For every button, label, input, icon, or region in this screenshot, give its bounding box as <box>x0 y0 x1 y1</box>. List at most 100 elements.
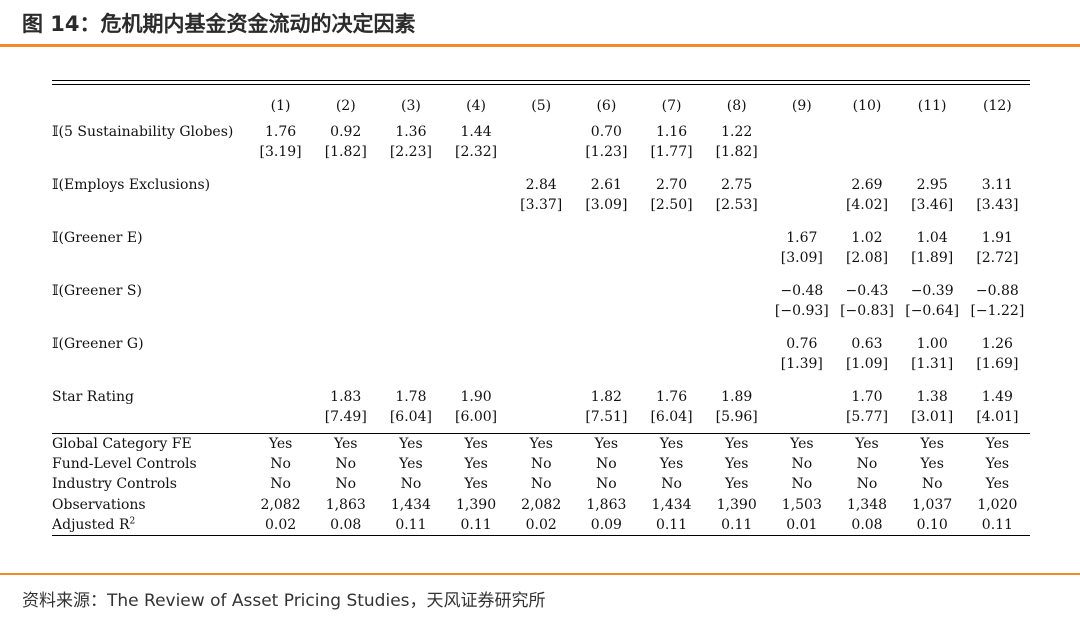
coefficient-cell: 1.82 <box>590 389 622 405</box>
coefficient-cell <box>574 228 639 248</box>
control-value-cell: No <box>335 456 357 473</box>
coefficient-cell: 1.04 <box>916 230 948 246</box>
coefficient-cell: 2.75 <box>721 177 753 193</box>
control-value-cell: Yes <box>268 436 293 452</box>
coefficient-cell: 0.92 <box>330 124 362 140</box>
control-value-cell: No <box>530 456 552 473</box>
tstat-row: [1.39] [1.09] [1.31] [1.69] <box>52 354 1030 387</box>
tstat-cell: [3.43] <box>976 197 1019 213</box>
coefficient-cell: 0.70 <box>590 124 622 140</box>
variable-label: 𝕀(5 Sustainability Globes) <box>52 124 234 140</box>
tstat-cell <box>248 354 313 387</box>
control-value-cell: No <box>856 476 878 493</box>
table-bottom-rule <box>52 535 1030 537</box>
control-value-cell: Yes <box>985 436 1010 452</box>
control-value-cell: 1,348 <box>846 496 888 513</box>
column-header: (1) <box>270 97 291 114</box>
coefficient-cell <box>965 122 1030 142</box>
control-value-cell: Yes <box>985 476 1010 493</box>
tstat-cell: [2.72] <box>976 250 1019 266</box>
control-value-cell: 1,503 <box>781 496 822 513</box>
coefficient-cell <box>704 281 769 301</box>
column-header: (12) <box>982 97 1012 114</box>
tstat-cell <box>378 195 443 228</box>
control-value-cell: 0.08 <box>330 516 362 533</box>
coefficient-cell: 1.67 <box>786 230 818 246</box>
tstat-cell <box>313 248 378 281</box>
variable-label: 𝕀(Employs Exclusions) <box>52 177 211 193</box>
tstat-cell: [−1.22] <box>970 303 1025 319</box>
coefficient-cell: 1.83 <box>330 389 362 405</box>
control-row: Adjusted R2 0.02 0.08 0.11 0.11 0.02 0.09 0.11 0… <box>52 515 1030 535</box>
tstat-cell <box>639 301 704 334</box>
regression-table-grid: (1) (2) (3) (4) (5) (6) (7) (8) (9) (10) (11) (12) 𝕀… <box>52 85 1030 535</box>
control-value-cell: Yes <box>724 436 749 452</box>
control-value-cell: 0.02 <box>265 516 297 533</box>
control-value-cell: No <box>400 476 422 493</box>
tstat-cell <box>443 301 508 334</box>
coefficient-cell <box>248 281 313 301</box>
coefficient-cell: 1.44 <box>460 124 492 140</box>
coefficient-cell <box>834 122 899 142</box>
control-label-text: Fund-Level Controls <box>52 456 197 473</box>
tstat-cell: [2.23] <box>389 144 432 160</box>
tstat-cell <box>574 354 639 387</box>
coefficient-cell <box>313 175 378 195</box>
tstat-cell <box>443 248 508 281</box>
control-value-cell: Yes <box>464 456 488 473</box>
tstat-label-blank <box>52 142 248 175</box>
coefficient-row: 𝕀(Greener S) −0.48 −0.43 −0.39 −0.88 <box>52 281 1030 301</box>
control-value-cell: Yes <box>659 436 684 452</box>
control-row: Observations 2,082 1,863 1,434 1,390 2,082 1,8… <box>52 495 1030 515</box>
coefficient-cell: 1.38 <box>916 389 948 405</box>
table-top-rule-second <box>52 84 1030 85</box>
tstat-label-blank <box>52 248 248 281</box>
control-value-cell: 0.10 <box>916 516 948 533</box>
separator-row <box>52 433 1030 434</box>
coefficient-cell <box>509 122 574 142</box>
control-value-cell: 1,434 <box>390 496 431 513</box>
tstat-cell <box>639 354 704 387</box>
coefficient-cell: 2.95 <box>916 177 948 193</box>
tstat-cell <box>248 407 313 433</box>
coefficient-cell: 1.89 <box>721 389 753 405</box>
tstat-cell <box>509 142 574 175</box>
source-note: 资料来源：The Review of Asset Pricing Studies… <box>22 591 546 611</box>
coefficient-cell <box>769 175 834 195</box>
control-value-cell: No <box>596 456 617 473</box>
tstat-cell: [1.39] <box>780 356 823 372</box>
control-value-cell: No <box>270 456 291 473</box>
tstat-cell: [6.00] <box>455 409 498 425</box>
column-header: (3) <box>400 97 421 114</box>
control-value-cell: 1,863 <box>586 496 627 513</box>
tstat-cell: [2.50] <box>650 197 693 213</box>
coefficient-cell: 0.63 <box>851 336 883 352</box>
coefficient-row: 𝕀(Employs Exclusions) 2.84 2.61 2.70 2.75 2.6… <box>52 175 1030 195</box>
variable-label: 𝕀(Greener E) <box>52 230 143 246</box>
control-value-cell: 1,434 <box>651 496 692 513</box>
tstat-cell <box>574 301 639 334</box>
control-label: Industry Controls <box>52 474 248 494</box>
coefficient-cell <box>704 228 769 248</box>
control-value-cell: No <box>530 476 552 493</box>
tstat-label-blank <box>52 407 248 433</box>
coefficient-cell: −0.48 <box>780 283 824 299</box>
coefficient-cell <box>378 334 443 354</box>
control-value-cell: 0.01 <box>786 516 818 533</box>
variable-label: 𝕀(Greener G) <box>52 336 144 352</box>
variable-label: Star Rating <box>52 389 134 405</box>
tstat-cell: [6.04] <box>389 409 432 425</box>
control-value-cell: 1,390 <box>716 496 757 513</box>
tstat-cell <box>574 248 639 281</box>
control-label-text: Industry Controls <box>52 476 177 493</box>
control-value-cell: 1,020 <box>977 496 1018 513</box>
tstat-cell: [1.89] <box>911 250 954 266</box>
variable-label: 𝕀(Greener S) <box>52 283 142 299</box>
tstat-cell <box>509 407 574 433</box>
control-value-cell: Yes <box>334 436 358 452</box>
tstat-cell <box>378 301 443 334</box>
coefficient-cell: 2.70 <box>655 177 688 193</box>
coefficient-cell <box>248 387 313 407</box>
tstat-cell: [2.53] <box>715 197 758 213</box>
tstat-cell <box>704 354 769 387</box>
